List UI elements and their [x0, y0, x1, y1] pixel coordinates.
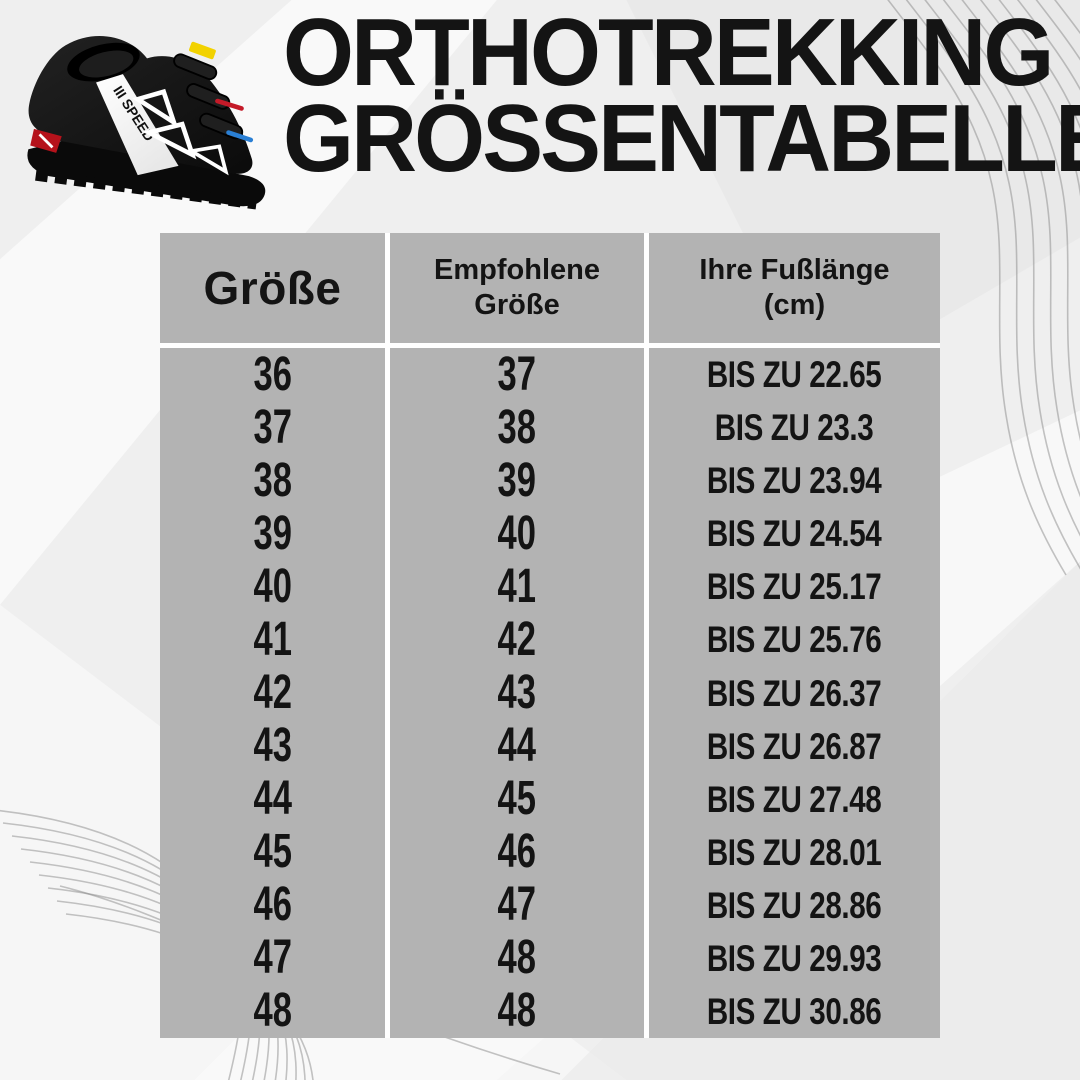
table-row: BIS ZU 25.17 [649, 560, 940, 613]
recommended-value: 42 [497, 612, 537, 666]
table-row: 37 [390, 348, 644, 401]
size-value: 42 [253, 666, 292, 719]
header-recommended-size: Empfohlene Größe [390, 233, 644, 343]
table-row: BIS ZU 27.48 [649, 773, 940, 826]
table-row: 48 [390, 932, 644, 985]
recommended-value: 46 [497, 825, 537, 879]
foot-length-value: BIS ZU 26.87 [707, 725, 882, 767]
header-recommended-line1: Empfohlene [434, 253, 600, 286]
foot-length-value: BIS ZU 23.94 [707, 460, 882, 502]
table-row: BIS ZU 28.01 [649, 826, 940, 879]
table-row: 39 [160, 507, 385, 560]
table-row: 41 [160, 613, 385, 666]
header-foot-length: Ihre Fußlänge (cm) [649, 233, 940, 343]
table-row: BIS ZU 28.86 [649, 879, 940, 932]
foot-length-value: BIS ZU 28.01 [707, 831, 882, 873]
size-value: 44 [253, 772, 292, 826]
size-value: 38 [253, 453, 292, 507]
recommended-value: 48 [497, 984, 537, 1038]
table-row: BIS ZU 23.3 [649, 401, 940, 454]
table-row: 42 [160, 666, 385, 719]
foot-length-value: BIS ZU 25.17 [707, 566, 882, 608]
size-value: 37 [253, 400, 292, 454]
table-row: 44 [160, 773, 385, 826]
size-value: 43 [253, 719, 292, 773]
shoe-yellow-tab [189, 41, 216, 60]
table-row: BIS ZU 24.54 [649, 507, 940, 560]
recommended-value: 39 [497, 453, 537, 507]
size-value: 39 [253, 506, 292, 560]
foot-length-value: BIS ZU 29.93 [707, 937, 882, 979]
foot-length-value: BIS ZU 23.3 [715, 407, 874, 449]
recommended-value: 37 [497, 347, 537, 401]
table-row: 43 [390, 666, 644, 719]
recommended-value: 44 [497, 719, 537, 773]
recommended-value: 41 [497, 559, 537, 613]
table-row: 39 [390, 454, 644, 507]
column-recommended: 37 38 39 40 41 42 43 44 45 46 47 48 48 [390, 348, 644, 1038]
foot-length-value: BIS ZU 28.86 [707, 884, 882, 926]
recommended-value: 38 [497, 400, 537, 454]
column-size: 36 37 38 39 40 41 42 43 44 45 46 47 48 [160, 348, 385, 1038]
recommended-value: 48 [497, 931, 537, 985]
header-recommended-line2: Größe [474, 289, 560, 321]
foot-length-value: BIS ZU 27.48 [707, 778, 882, 820]
table-row: 38 [390, 401, 644, 454]
recommended-value: 45 [497, 772, 537, 826]
size-value: 46 [253, 878, 292, 932]
foot-length-value: BIS ZU 24.54 [707, 513, 882, 555]
table-row: BIS ZU 22.65 [649, 348, 940, 401]
table-row: BIS ZU 26.87 [649, 720, 940, 773]
size-value: 36 [253, 347, 292, 401]
recommended-value: 43 [497, 666, 537, 719]
table-row: 46 [160, 879, 385, 932]
header-size-label: Größe [203, 262, 342, 314]
table-row: 48 [390, 985, 644, 1038]
header-foot-length-line1: Ihre Fußlänge [699, 253, 890, 286]
foot-length-value: BIS ZU 26.37 [707, 672, 882, 714]
table-row: 43 [160, 720, 385, 773]
column-foot-length: BIS ZU 22.65 BIS ZU 23.3 BIS ZU 23.94 BI… [649, 348, 940, 1038]
table-row: BIS ZU 25.76 [649, 613, 940, 666]
header-foot-length-line2: (cm) [763, 289, 826, 321]
table-row: BIS ZU 26.37 [649, 666, 940, 719]
table-row: 40 [160, 560, 385, 613]
table-row: 38 [160, 454, 385, 507]
foot-length-value: BIS ZU 22.65 [707, 354, 882, 396]
table-row: 44 [390, 720, 644, 773]
table-row: 36 [160, 348, 385, 401]
recommended-value: 40 [497, 506, 537, 560]
page-title-line1: ORTHOTREKKING [283, 0, 1054, 106]
table-row: 47 [390, 879, 644, 932]
page-title-line2: GRÖSSENTABELLE [283, 85, 1080, 193]
table-row: 37 [160, 401, 385, 454]
table-row: 40 [390, 507, 644, 560]
size-value: 45 [253, 825, 292, 879]
trail-shoe-image: III SPEED [27, 35, 266, 210]
size-value: 41 [253, 612, 292, 666]
size-value: 40 [253, 559, 292, 613]
page-title: ORTHOTREKKING GRÖSSENTABELLE [263, 0, 1080, 193]
table-row: BIS ZU 23.94 [649, 454, 940, 507]
table-row: BIS ZU 30.86 [649, 985, 940, 1038]
table-row: 46 [390, 826, 644, 879]
table-row: 41 [390, 560, 644, 613]
recommended-value: 47 [497, 878, 537, 932]
table-row: BIS ZU 29.93 [649, 932, 940, 985]
size-value: 48 [253, 984, 292, 1038]
table-row: 48 [160, 985, 385, 1038]
foot-length-value: BIS ZU 30.86 [707, 990, 882, 1032]
table-row: 45 [390, 773, 644, 826]
table-row: 45 [160, 826, 385, 879]
size-table: Größe Empfohlene Größe Ihre Fußlänge (cm… [160, 233, 940, 1038]
size-value: 47 [253, 931, 292, 985]
table-row: 47 [160, 932, 385, 985]
table-row: 42 [390, 613, 644, 666]
foot-length-value: BIS ZU 25.76 [707, 619, 882, 661]
header-size: Größe [160, 233, 385, 343]
